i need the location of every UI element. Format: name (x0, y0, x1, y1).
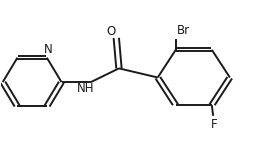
Text: N: N (44, 43, 53, 56)
Text: NH: NH (77, 82, 95, 95)
Text: O: O (107, 25, 116, 38)
Text: F: F (211, 118, 218, 131)
Text: Br: Br (177, 24, 190, 37)
